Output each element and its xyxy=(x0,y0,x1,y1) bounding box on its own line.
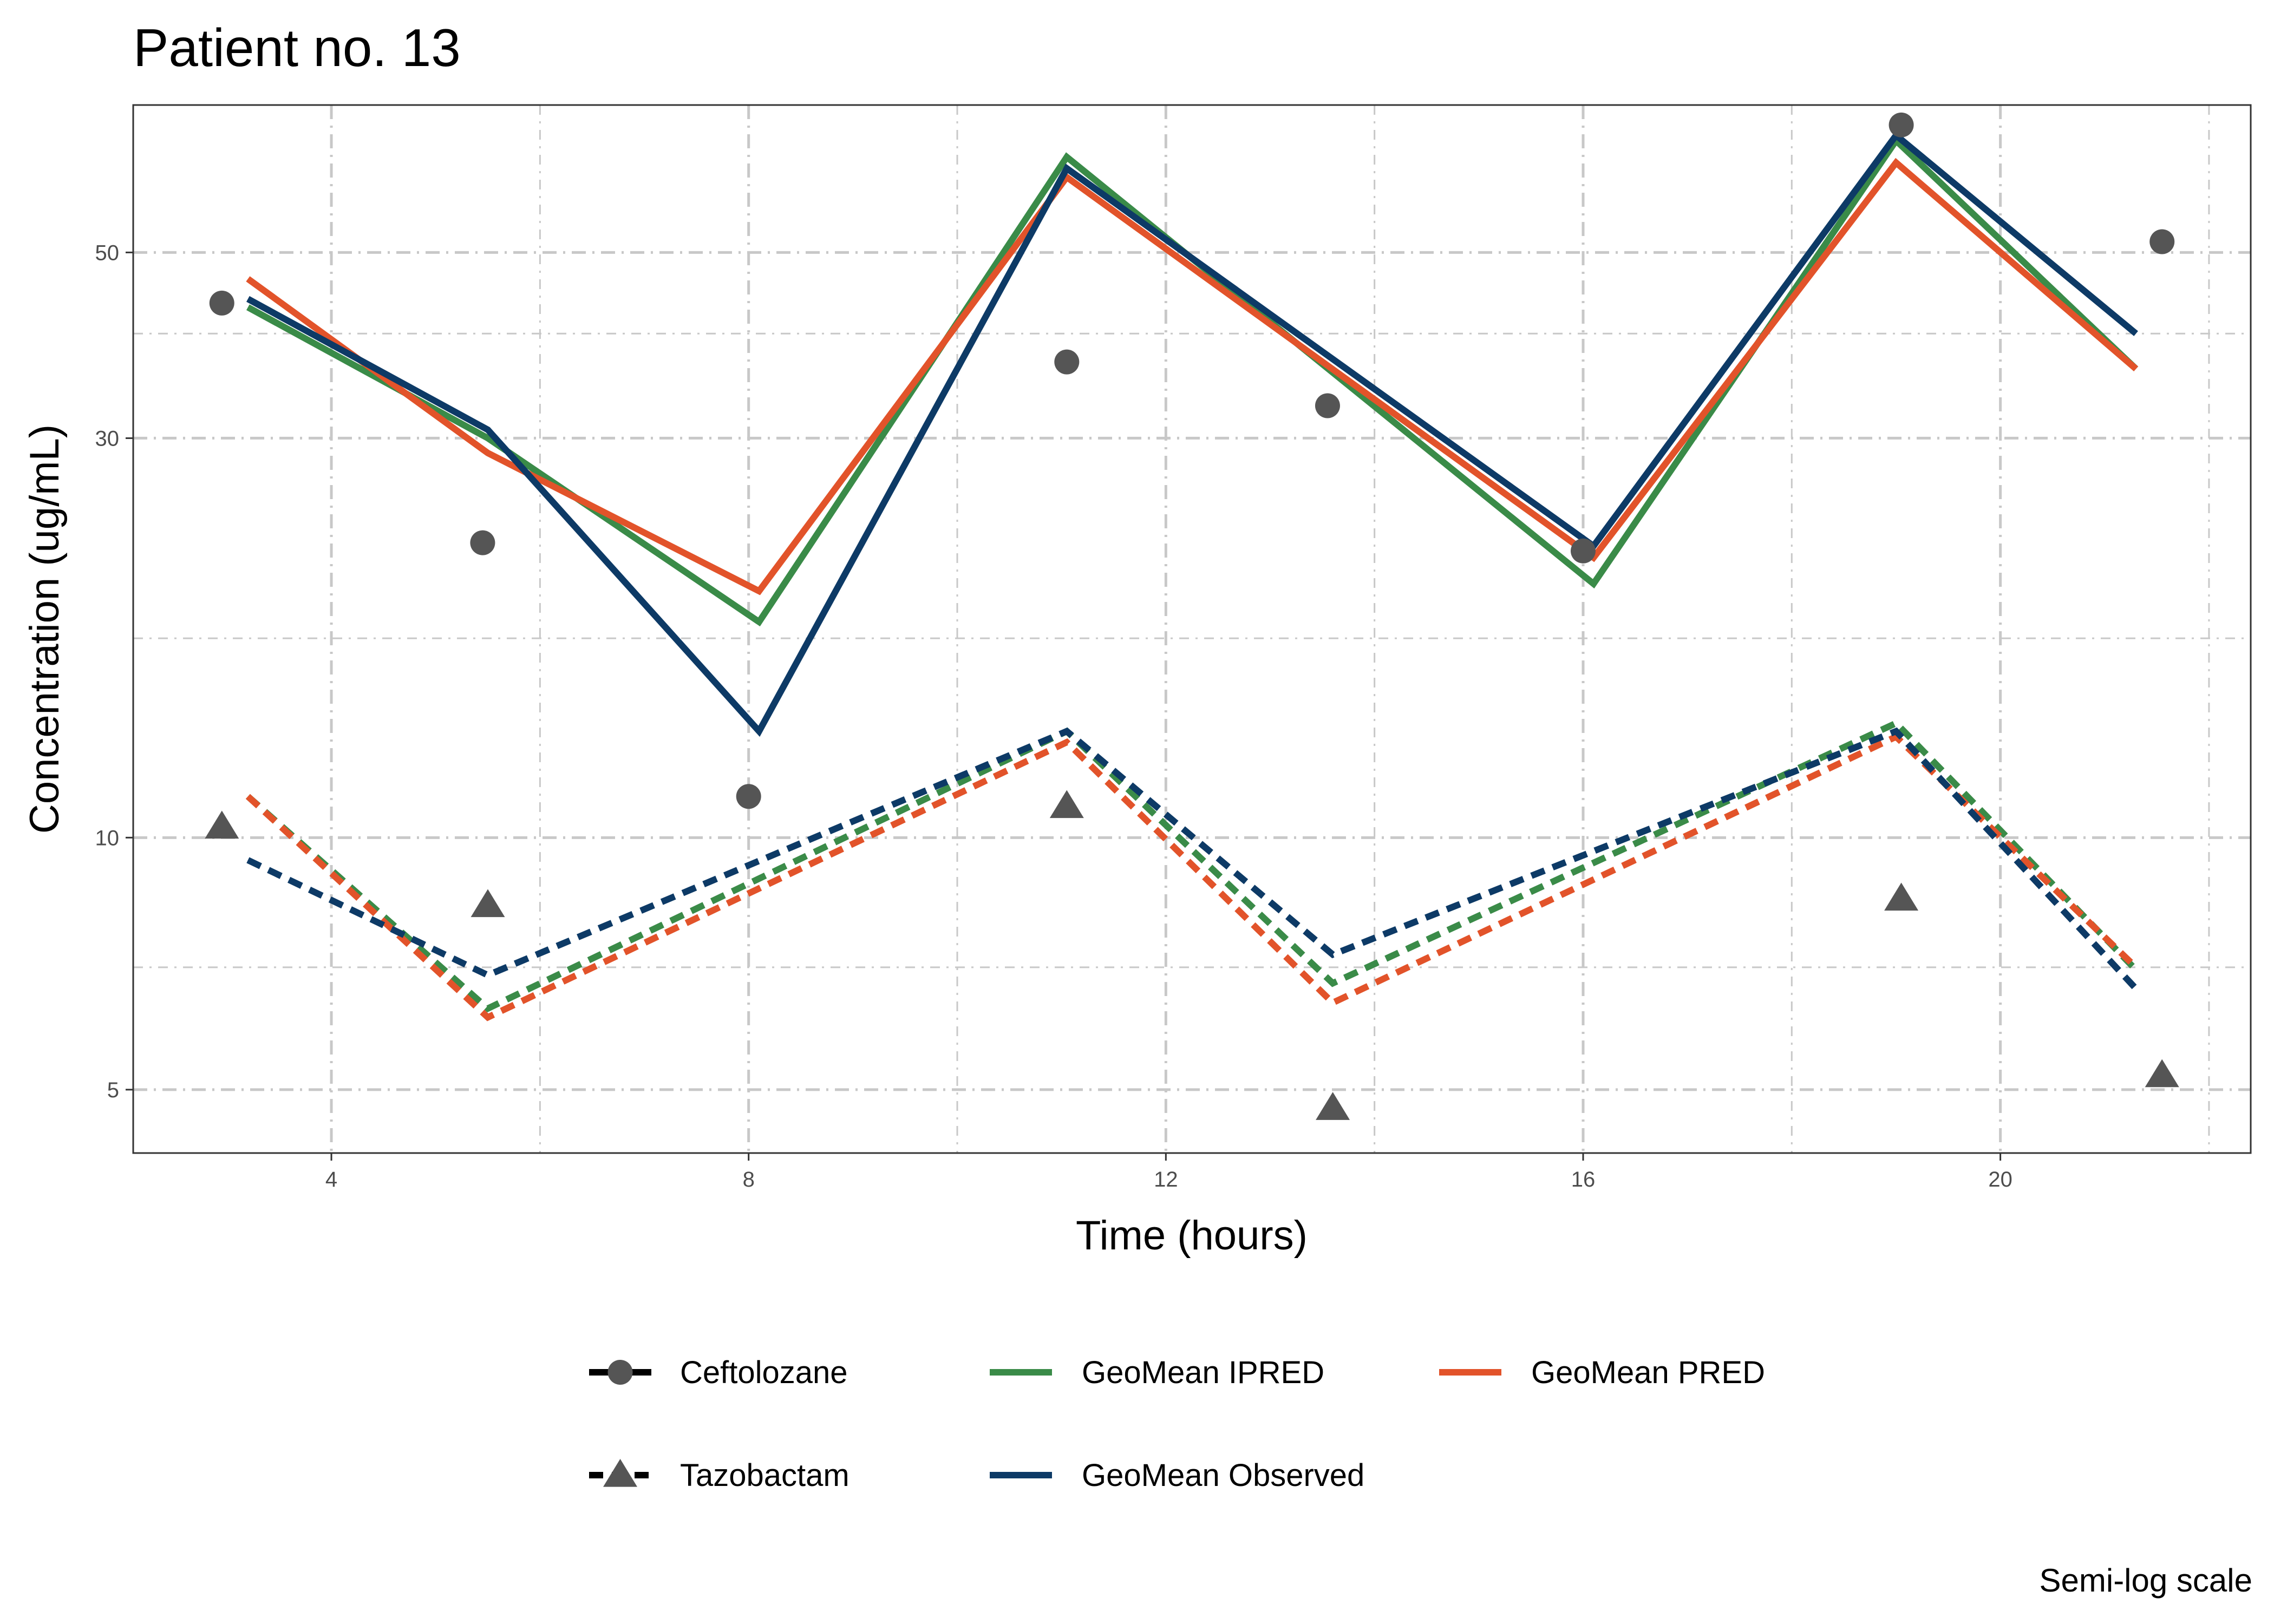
x-tick-label: 12 xyxy=(1154,1168,1178,1191)
x-tick-label: 4 xyxy=(325,1168,337,1191)
data-point-ceftolozane xyxy=(1889,112,1914,137)
series-line-tazobactam-geomean-ipred xyxy=(245,719,2139,1013)
data-point-ceftolozane xyxy=(209,290,234,316)
legend-item-geomean-observed: GeoMean Observed xyxy=(990,1458,1364,1493)
legend-key-circle xyxy=(607,1360,633,1385)
legend-label: Tazobactam xyxy=(680,1458,850,1493)
legend-item-ceftolozane: Ceftolozane xyxy=(589,1355,848,1390)
chart-title: Patient no. 13 xyxy=(133,18,461,77)
data-point-tazobactam xyxy=(471,889,505,918)
legend-label: GeoMean IPRED xyxy=(1082,1355,1324,1390)
data-point-tazobactam xyxy=(1049,790,1084,818)
data-point-ceftolozane xyxy=(1570,538,1596,564)
panel-border xyxy=(132,104,2252,1154)
observation-points xyxy=(205,112,2179,1120)
y-axis-title: Concentration (ug/mL) xyxy=(22,424,68,834)
legend-label: GeoMean Observed xyxy=(1082,1458,1364,1493)
x-tick-label: 8 xyxy=(743,1168,755,1191)
x-tick-label: 16 xyxy=(1571,1168,1596,1191)
series-line-ceftolozane-geomean-pred xyxy=(246,158,2139,595)
data-point-ceftolozane xyxy=(736,784,761,809)
y-axis-ticks: 5 10 30 50 xyxy=(95,241,133,1102)
legend-label: Ceftolozane xyxy=(680,1355,848,1390)
legend-item-tazobactam: Tazobactam xyxy=(589,1458,850,1493)
legend-key-triangle xyxy=(603,1459,637,1487)
data-point-ceftolozane xyxy=(1315,393,1340,418)
legend-item-geomean-ipred: GeoMean IPRED xyxy=(990,1355,1324,1390)
data-point-ceftolozane xyxy=(2149,229,2175,254)
y-tick-label: 5 xyxy=(107,1078,119,1102)
x-tick-label: 20 xyxy=(1988,1168,2012,1191)
legend: Ceftolozane Tazobactam GeoMean IPRED GeoMea… xyxy=(589,1355,1765,1493)
data-point-tazobactam xyxy=(2145,1059,2179,1088)
y-tick-label: 30 xyxy=(95,427,120,450)
data-point-ceftolozane xyxy=(1054,349,1080,375)
y-tick-label: 50 xyxy=(95,241,120,265)
data-point-tazobactam xyxy=(1884,882,1919,911)
legend-label: GeoMean PRED xyxy=(1531,1355,1765,1390)
x-axis-ticks: 4 8 12 16 20 xyxy=(325,1153,2012,1191)
data-point-tazobactam xyxy=(205,810,239,839)
x-axis-title: Time (hours) xyxy=(1076,1213,1308,1259)
scale-caption: Semi-log scale xyxy=(2040,1562,2253,1599)
y-tick-label: 10 xyxy=(95,826,120,850)
data-point-tazobactam xyxy=(1316,1092,1350,1120)
data-point-ceftolozane xyxy=(470,530,495,555)
legend-item-geomean-pred: GeoMean PRED xyxy=(1439,1355,1765,1390)
